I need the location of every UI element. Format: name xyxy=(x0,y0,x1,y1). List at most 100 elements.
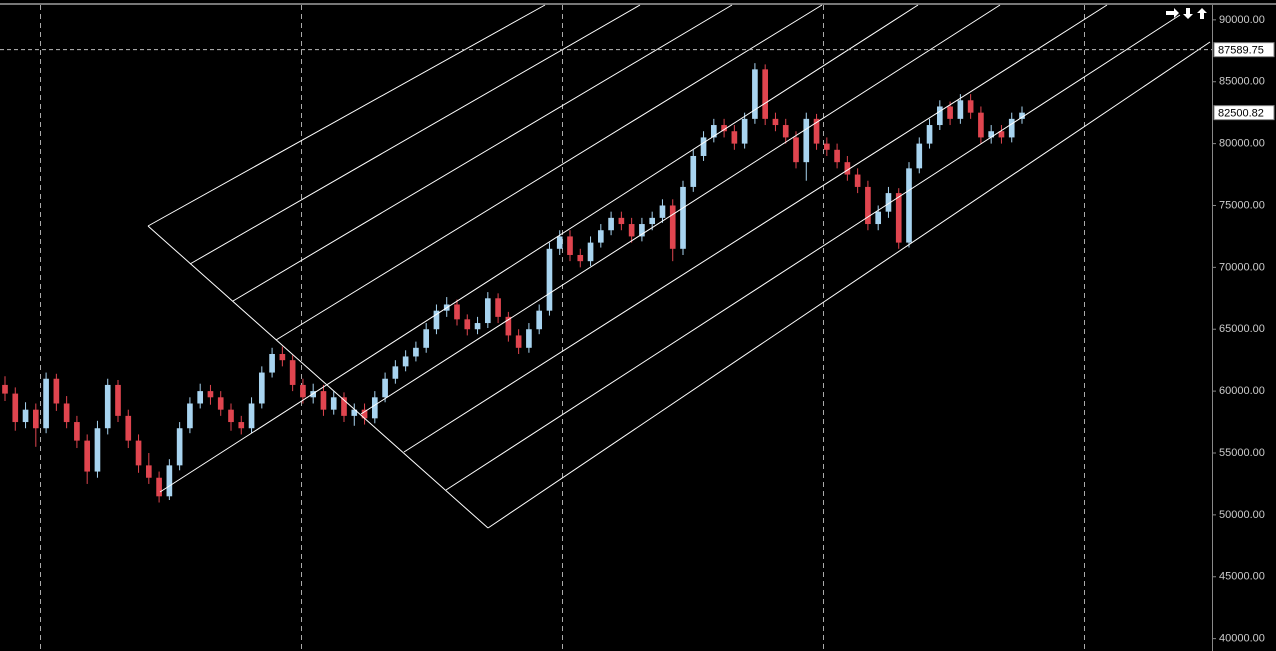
candle-body xyxy=(2,384,8,394)
candle-body xyxy=(895,193,902,243)
channel-line xyxy=(147,4,546,227)
candle-body xyxy=(474,323,481,330)
y-tick-label: 45000.00 xyxy=(1219,571,1265,583)
candle-body xyxy=(659,205,666,218)
candle-body xyxy=(680,186,686,249)
channel-drawing xyxy=(147,4,1211,529)
candle-body xyxy=(618,217,625,225)
candle-body xyxy=(957,100,964,119)
candle-body xyxy=(125,415,132,441)
candle-body xyxy=(1008,118,1015,138)
candle-body xyxy=(217,397,224,410)
candle-body xyxy=(526,329,532,348)
candle-body xyxy=(700,137,707,156)
candle-body xyxy=(484,298,491,324)
candle-body xyxy=(710,125,717,138)
candle-body xyxy=(248,403,255,429)
candle-body xyxy=(371,397,378,419)
channel-line xyxy=(232,4,733,302)
candle-body xyxy=(875,211,882,225)
y-tick-label: 50000.00 xyxy=(1219,509,1265,521)
candle-body xyxy=(639,224,645,237)
toolbar-arrows[interactable] xyxy=(1166,8,1207,19)
candle-body xyxy=(94,428,101,472)
candle-body xyxy=(84,440,91,472)
channel-line xyxy=(487,41,1211,529)
candle-body xyxy=(1019,112,1025,119)
candle-body xyxy=(258,372,265,404)
candle-body xyxy=(63,403,70,423)
candle-body xyxy=(515,335,522,348)
candle-body xyxy=(505,316,512,336)
candle-body xyxy=(834,149,840,163)
candle-body xyxy=(495,298,501,317)
candle-body xyxy=(382,378,388,398)
candle-body xyxy=(413,347,419,357)
candle-body xyxy=(556,236,563,249)
candle-body xyxy=(865,186,871,225)
candle-body xyxy=(74,422,80,441)
candle-body xyxy=(238,422,245,429)
candle-body xyxy=(43,378,49,429)
candle-body xyxy=(228,409,234,423)
arrow-right-icon[interactable] xyxy=(1166,8,1179,18)
candle-body xyxy=(187,403,193,429)
candles xyxy=(2,63,1025,503)
channel-line xyxy=(159,4,919,493)
candle-body xyxy=(454,304,460,320)
channel-line xyxy=(189,4,641,265)
candle-body xyxy=(885,193,892,212)
candle-body xyxy=(197,391,204,404)
candle-body xyxy=(433,310,440,330)
candle-body xyxy=(104,384,111,429)
candle-body xyxy=(269,353,275,373)
candle-body xyxy=(577,254,584,262)
price-tag-label: 82500.82 xyxy=(1218,108,1264,120)
candle-body xyxy=(721,125,727,132)
candle-body xyxy=(752,69,758,119)
candle-body xyxy=(115,384,121,416)
candle-body xyxy=(608,217,614,231)
candle-body xyxy=(936,106,943,126)
channel-line xyxy=(403,4,1108,453)
candle-body xyxy=(782,125,789,138)
price-tag-label: 87589.75 xyxy=(1218,45,1264,57)
price-tag-box xyxy=(1213,105,1275,121)
arrow-down-icon[interactable] xyxy=(1183,8,1193,19)
candle-body xyxy=(361,409,368,419)
channel-line xyxy=(360,4,1001,415)
candle-body xyxy=(998,131,1005,138)
candle-body xyxy=(567,236,573,255)
candle-body xyxy=(906,168,912,243)
candle-body xyxy=(402,356,409,367)
candle-body xyxy=(587,242,594,262)
y-tick-label: 75000.00 xyxy=(1219,199,1265,211)
y-tick-label: 60000.00 xyxy=(1219,385,1265,397)
candle-body xyxy=(392,366,399,379)
candle-body xyxy=(289,360,296,385)
candle-body xyxy=(628,224,635,237)
candle-body xyxy=(669,205,676,249)
candle-body xyxy=(546,248,553,311)
candle-body xyxy=(947,106,953,119)
candle-body xyxy=(279,353,286,361)
y-tick-label: 65000.00 xyxy=(1219,323,1265,335)
candle-body xyxy=(32,409,39,429)
candle-body xyxy=(823,143,830,150)
y-tick-label: 80000.00 xyxy=(1219,138,1265,150)
arrow-up-icon[interactable] xyxy=(1197,8,1207,19)
candle-body xyxy=(320,391,327,410)
candle-body xyxy=(772,118,779,126)
candle-body xyxy=(813,118,820,144)
y-tick-label: 70000.00 xyxy=(1219,261,1265,273)
candle-body xyxy=(536,310,543,330)
candle-body xyxy=(423,329,430,348)
candle-body xyxy=(12,393,19,423)
candle-body xyxy=(926,125,933,144)
candle-body xyxy=(916,143,923,169)
candle-body xyxy=(310,391,317,398)
channel-line xyxy=(275,4,823,341)
candle-body xyxy=(844,162,851,175)
